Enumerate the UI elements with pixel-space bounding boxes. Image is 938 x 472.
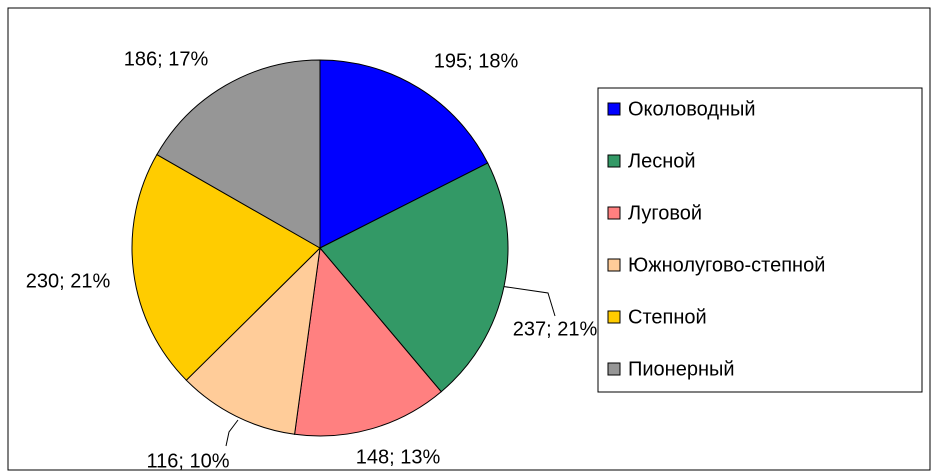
legend-swatch bbox=[607, 258, 621, 272]
legend-swatch bbox=[607, 310, 621, 324]
legend-label: Степной bbox=[628, 306, 707, 328]
legend-swatch bbox=[607, 102, 621, 116]
data-label: 148; 13% bbox=[356, 446, 441, 468]
pie-slice bbox=[294, 246, 442, 437]
pie-slice bbox=[319, 59, 489, 249]
leader-line bbox=[225, 419, 239, 447]
data-label: 116; 10% bbox=[146, 450, 229, 472]
pie-slice bbox=[156, 59, 321, 249]
legend-box bbox=[597, 87, 923, 393]
data-label: 195; 18% bbox=[434, 50, 519, 72]
pie-slice bbox=[131, 153, 321, 381]
legend-label: Южнолугово-степной bbox=[628, 254, 825, 276]
legend-label: Луговой bbox=[628, 202, 702, 224]
legend-swatch bbox=[607, 154, 621, 168]
pie-slice bbox=[185, 246, 321, 435]
data-label: 237; 21% bbox=[513, 318, 598, 340]
legend-swatch bbox=[607, 206, 621, 220]
legend-label: Околоводный bbox=[628, 98, 756, 120]
pie-slice bbox=[319, 162, 509, 393]
legend-label: Лесной bbox=[628, 150, 696, 172]
data-label: 186; 17% bbox=[124, 48, 209, 70]
leader-line bbox=[499, 285, 556, 317]
legend-swatch bbox=[607, 362, 621, 376]
data-label: 230; 21% bbox=[26, 270, 111, 292]
legend-label: Пионерный bbox=[628, 358, 735, 380]
